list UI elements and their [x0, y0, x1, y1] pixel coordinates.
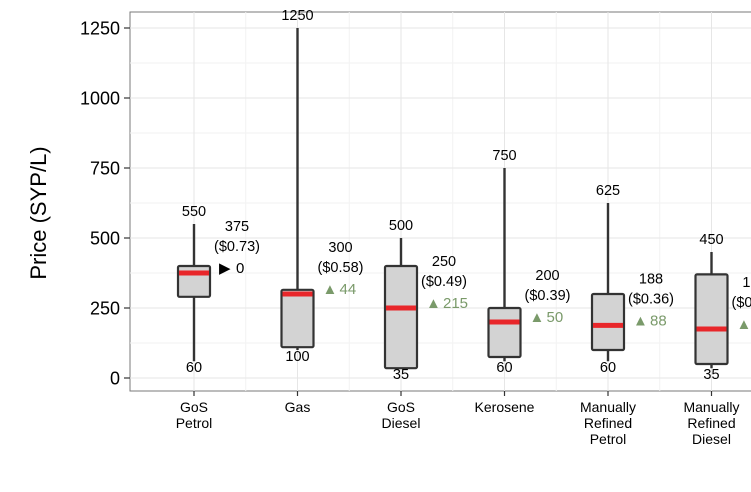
- x-tick-label: Manually Refined Petrol: [580, 399, 636, 447]
- median-value-label: 300: [328, 240, 352, 256]
- box-gas: 1250 100 300 ($0.58) ▲ 44: [280, 8, 364, 365]
- x-tick-label-line: Gas: [285, 399, 311, 415]
- plot-panel: [129, 11, 751, 392]
- median-value-label: 250: [432, 254, 456, 270]
- y-axis: 0 250 500 750 1000 1250: [80, 19, 130, 389]
- change-label: 0: [236, 260, 244, 277]
- median-usd-label: ($0.36): [628, 291, 674, 307]
- x-tick-label: Gas: [285, 399, 311, 415]
- max-label: 500: [389, 218, 413, 234]
- x-tick-label-line: Manually: [580, 399, 636, 415]
- change-icon: ▲: [737, 316, 751, 333]
- max-label: 1250: [281, 8, 313, 24]
- box: [487, 306, 522, 359]
- median-usd-label: ($0.73): [214, 239, 260, 255]
- max-label: 750: [492, 148, 516, 164]
- x-tick-label: Manually Refined Diesel: [683, 399, 739, 447]
- y-tick-label: 500: [90, 229, 120, 249]
- x-tick-label-line: Refined: [584, 415, 632, 431]
- y-tick-label: 1250: [80, 19, 120, 39]
- min-label: 35: [393, 367, 409, 383]
- x-tick-label-line: Diesel: [382, 415, 421, 431]
- y-tick-label: 1000: [80, 89, 120, 109]
- x-tick-label: Kerosene: [475, 399, 535, 415]
- min-label: 60: [600, 360, 616, 376]
- change-icon: ▶: [219, 260, 231, 277]
- x-tick-label: GoS Diesel: [382, 399, 421, 431]
- change-label: 215: [443, 295, 468, 312]
- median-value-label: 200: [535, 268, 559, 284]
- change-label: 44: [340, 281, 357, 298]
- gridlines: [129, 11, 751, 392]
- box: [590, 292, 626, 352]
- x-tick-label-line: Kerosene: [475, 399, 535, 415]
- min-label: 100: [285, 349, 309, 365]
- x-tick-label-line: GoS: [387, 399, 415, 415]
- max-label: 550: [182, 204, 206, 220]
- box-manually-refined-petrol: 625 60 188 ($0.36) ▲ 88: [590, 183, 674, 376]
- median-value-label: 375: [225, 219, 249, 235]
- median-value-label: 188: [639, 271, 663, 287]
- min-label: 35: [703, 367, 719, 383]
- x-tick-label-line: Petrol: [590, 431, 627, 447]
- x-tick-label-line: GoS: [180, 399, 208, 415]
- box-gos-diesel: 500 35 250 ($0.49) ▲ 215: [383, 218, 468, 383]
- change-label: 50: [547, 309, 564, 326]
- x-tick-label-line: Refined: [687, 415, 735, 431]
- median-usd-label: ($0.34): [732, 295, 751, 311]
- change-label: 88: [650, 312, 667, 329]
- min-label: 60: [496, 360, 512, 376]
- y-tick-label: 0: [110, 369, 120, 389]
- x-tick-label-line: Diesel: [692, 431, 731, 447]
- x-tick-label-line: Manually: [683, 399, 739, 415]
- box: [694, 273, 729, 366]
- box-gos-petrol: 550 60 375 ($0.73) ▶ 0: [176, 204, 260, 376]
- y-tick-label: 250: [90, 299, 120, 319]
- y-axis-title: Price (SYP/L): [26, 146, 51, 279]
- change-icon: ▲: [633, 312, 648, 329]
- median-usd-label: ($0.49): [421, 274, 467, 290]
- median-value-label: 175: [742, 275, 751, 291]
- change-icon: ▲: [323, 281, 338, 298]
- y-tick-label: 750: [90, 159, 120, 179]
- x-tick-label-line: Petrol: [176, 415, 213, 431]
- box-manually-refined-diesel: 45035175($0.34)▲50: [694, 232, 751, 383]
- x-tick-label: GoS Petrol: [176, 399, 213, 431]
- median-usd-label: ($0.58): [318, 260, 364, 276]
- change-icon: ▲: [426, 295, 441, 312]
- box: [280, 288, 315, 349]
- box-kerosene: 750 60 200 ($0.39) ▲ 50: [487, 148, 571, 376]
- max-label: 625: [596, 183, 620, 199]
- change-icon: ▲: [530, 309, 545, 326]
- min-label: 60: [186, 360, 202, 376]
- max-label: 450: [699, 232, 723, 248]
- median-usd-label: ($0.39): [525, 288, 571, 304]
- box: [383, 264, 419, 370]
